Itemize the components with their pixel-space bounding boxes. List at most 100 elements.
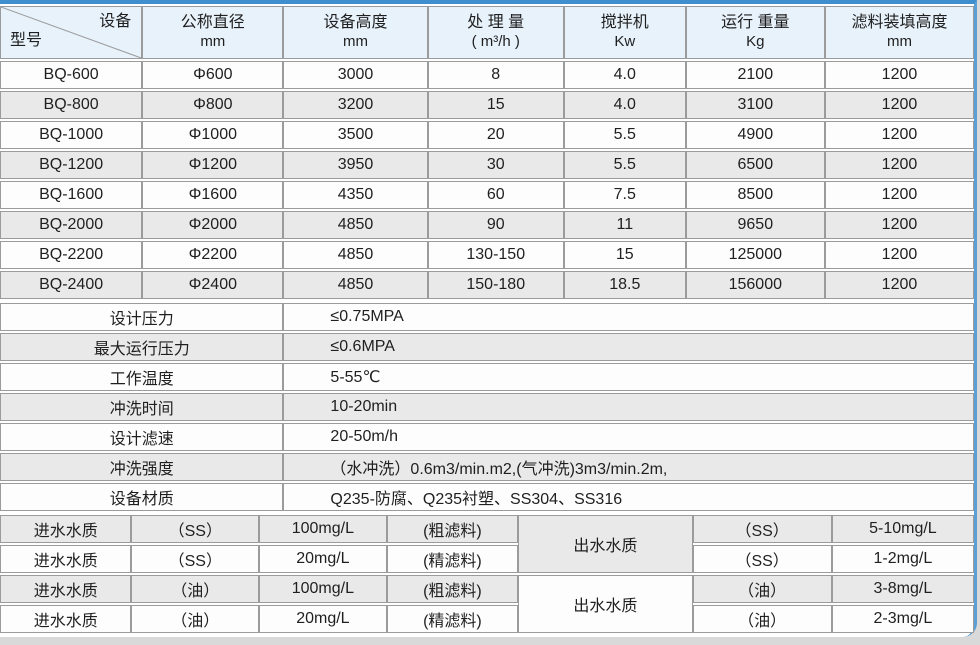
inlet-label: 进水水质 [0, 605, 132, 633]
model-cell: BQ-1600 [0, 181, 143, 209]
header-model-label: 型号 [10, 32, 43, 49]
capacity-cell: 90 [427, 211, 564, 239]
weight-cell: 2100 [685, 61, 825, 89]
diameter-cell: Φ2000 [142, 211, 284, 239]
outlet-label-oil: 出水水质 [518, 575, 693, 633]
outlet-param: （油） [692, 575, 832, 603]
table-row-bq2000: BQ-2000 Φ2000 4850 90 11 9650 1200 [0, 211, 974, 239]
inlet-label: 进水水质 [0, 545, 132, 573]
param-row-material: 设备材质 Q235-防腐、Q235衬塑、SS304、SS316 [0, 483, 974, 511]
param-row-filter-speed: 设计滤速 20-50m/h [0, 423, 974, 451]
media-note: (粗滤料) [386, 575, 519, 603]
param-label: 设计滤速 [0, 423, 284, 451]
height-cell: 3000 [283, 61, 428, 89]
outlet-param: （SS） [692, 515, 832, 543]
diameter-cell: Φ2400 [142, 271, 284, 299]
weight-cell: 156000 [685, 271, 825, 299]
table-row-bq2400: BQ-2400 Φ2400 4850 150-180 18.5 156000 1… [0, 271, 974, 299]
weight-cell: 125000 [685, 241, 825, 269]
model-spec-table: 设备 型号 公称直径 mm 设备高度 mm 处 理 量 ( m³/h ) 搅拌机 [0, 4, 974, 301]
diagonal-line [1, 7, 141, 58]
outlet-param: （SS） [692, 545, 832, 573]
height-cell: 3200 [283, 91, 428, 119]
param-value: Q235-防腐、Q235衬塑、SS304、SS316 [283, 483, 974, 511]
diameter-cell: Φ1000 [142, 121, 284, 149]
fill-height-cell: 1200 [824, 121, 974, 149]
weight-cell: 6500 [685, 151, 825, 179]
height-cell: 3950 [283, 151, 428, 179]
fill-height-cell: 1200 [824, 271, 974, 299]
weight-cell: 4900 [685, 121, 825, 149]
fill-height-cell: 1200 [824, 91, 974, 119]
power-cell: 4.0 [563, 61, 686, 89]
header-equipment-height: 设备高度 mm [283, 6, 428, 59]
param-row-work-temperature: 工作温度 5-55℃ [0, 363, 974, 391]
inlet-label: 进水水质 [0, 515, 132, 543]
table-row-bq1600: BQ-1600 Φ1600 4350 60 7.5 8500 1200 [0, 181, 974, 209]
model-cell: BQ-2200 [0, 241, 143, 269]
header-running-weight: 运行 重量 Kg [685, 6, 825, 59]
param-label: 设计压力 [0, 303, 284, 331]
outlet-value: 1-2mg/L [831, 545, 974, 573]
outlet-value: 2-3mg/L [831, 605, 974, 633]
fill-height-cell: 1200 [824, 181, 974, 209]
inlet-value: 100mg/L [259, 575, 387, 603]
capacity-cell: 150-180 [427, 271, 564, 299]
param-value: 20-50m/h [283, 423, 974, 451]
capacity-cell: 30 [427, 151, 564, 179]
outlet-value: 5-10mg/L [831, 515, 974, 543]
model-cell: BQ-2000 [0, 211, 143, 239]
water-quality-table: 进水水质 （SS） 100mg/L (粗滤料) 出水水质 （SS） 5-10mg… [0, 513, 974, 635]
header-nominal-diameter: 公称直径 mm [142, 6, 284, 59]
diameter-cell: Φ600 [142, 61, 284, 89]
diameter-cell: Φ2200 [142, 241, 284, 269]
outlet-param: （油） [692, 605, 832, 633]
inlet-param: （SS） [131, 515, 260, 543]
diameter-cell: Φ1600 [142, 181, 284, 209]
param-row-flush-time: 冲洗时间 10-20min [0, 393, 974, 421]
media-note: (精滤料) [386, 605, 519, 633]
power-cell: 5.5 [563, 151, 686, 179]
capacity-cell: 8 [427, 61, 564, 89]
model-cell: BQ-2400 [0, 271, 143, 299]
wq-row-ss-coarse: 进水水质 （SS） 100mg/L (粗滤料) 出水水质 （SS） 5-10mg… [0, 515, 974, 573]
outlet-label-ss: 出水水质 [518, 515, 693, 573]
weight-cell: 3100 [685, 91, 825, 119]
model-cell: BQ-600 [0, 61, 143, 89]
model-cell: BQ-800 [0, 91, 143, 119]
power-cell: 18.5 [563, 271, 686, 299]
power-cell: 5.5 [563, 121, 686, 149]
model-cell: BQ-1000 [0, 121, 143, 149]
height-cell: 4850 [283, 271, 428, 299]
param-label: 冲洗时间 [0, 393, 284, 421]
inlet-param: （油） [131, 575, 260, 603]
header-capacity: 处 理 量 ( m³/h ) [427, 6, 564, 59]
capacity-cell: 130-150 [427, 241, 564, 269]
param-value: （水冲洗）0.6m3/min.m2,(气冲洗)3m3/min.2m, [283, 453, 974, 481]
inlet-param: （SS） [131, 545, 260, 573]
capacity-cell: 20 [427, 121, 564, 149]
media-note: (粗滤料) [386, 515, 519, 543]
inlet-value: 100mg/L [259, 515, 387, 543]
diagonal-header-cell: 设备 型号 [0, 6, 143, 59]
model-cell: BQ-1200 [0, 151, 143, 179]
diameter-cell: Φ1200 [142, 151, 284, 179]
capacity-cell: 60 [427, 181, 564, 209]
param-row-max-pressure: 最大运行压力 ≤0.6MPA [0, 333, 974, 361]
power-cell: 4.0 [563, 91, 686, 119]
fill-height-cell: 1200 [824, 241, 974, 269]
power-cell: 15 [563, 241, 686, 269]
table-row-bq1000: BQ-1000 Φ1000 3500 20 5.5 4900 1200 [0, 121, 974, 149]
inlet-value: 20mg/L [259, 605, 387, 633]
param-row-design-pressure: 设计压力 ≤0.75MPA [0, 303, 974, 331]
header-filter-fill-height: 滤料装填高度 mm [824, 6, 974, 59]
height-cell: 4850 [283, 211, 428, 239]
table-row-bq600: BQ-600 Φ600 3000 8 4.0 2100 1200 [0, 61, 974, 89]
param-label: 设备材质 [0, 483, 284, 511]
weight-cell: 9650 [685, 211, 825, 239]
wq-row-oil-fine: 进水水质 （油） 20mg/L (精滤料) （油） 2-3mg/L [0, 605, 974, 633]
height-cell: 4850 [283, 241, 428, 269]
diameter-cell: Φ800 [142, 91, 284, 119]
